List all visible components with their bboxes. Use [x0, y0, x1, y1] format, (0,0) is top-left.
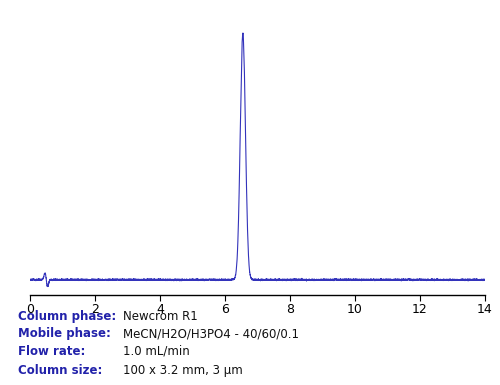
- Text: Column size:: Column size:: [18, 363, 103, 377]
- Text: MeCN/H2O/H3PO4 - 40/60/0.1: MeCN/H2O/H3PO4 - 40/60/0.1: [123, 327, 299, 340]
- Text: Column phase:: Column phase:: [18, 310, 116, 323]
- Text: 100 x 3.2 mm, 3 μm: 100 x 3.2 mm, 3 μm: [123, 363, 243, 377]
- Text: 1.0 mL/min: 1.0 mL/min: [123, 345, 190, 358]
- Text: Flow rate:: Flow rate:: [18, 345, 86, 358]
- Text: Mobile phase:: Mobile phase:: [18, 327, 112, 340]
- Text: Newcrom R1: Newcrom R1: [123, 310, 198, 323]
